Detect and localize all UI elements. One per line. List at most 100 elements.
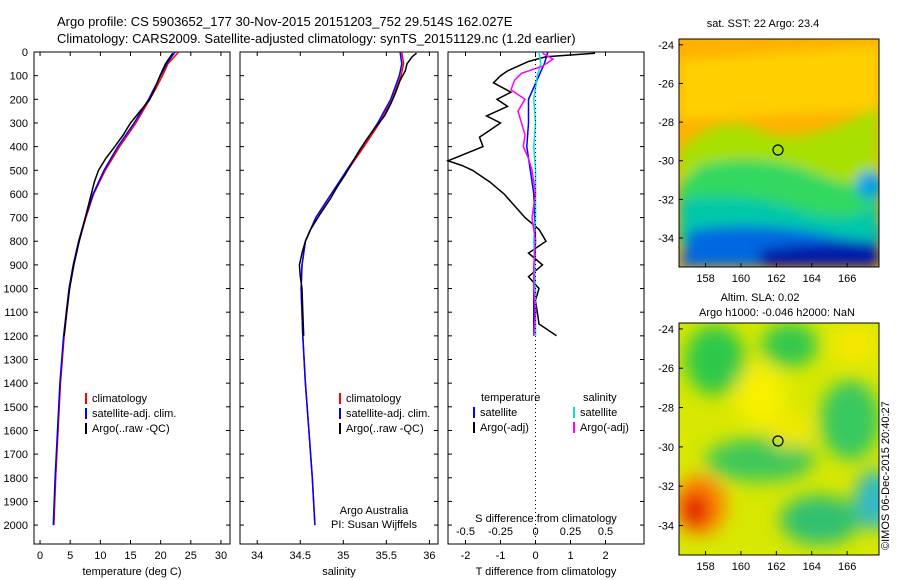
depth-tick-label: 1500 — [4, 402, 28, 414]
salinity-x-axis-label: salinity — [322, 566, 356, 578]
temperature-x-tick-label: 10 — [94, 550, 106, 562]
depth-tick-label: 700 — [10, 213, 28, 225]
salinity-diff-tick-label: 0.25 — [560, 526, 581, 538]
temperature-x-tick-label: 25 — [185, 550, 197, 562]
depth-tick-label: 200 — [10, 94, 28, 106]
sla-cyan-low — [855, 470, 879, 530]
depth-tick-label: 400 — [10, 142, 28, 154]
temperature-series-argo-raw-qc- — [63, 52, 174, 336]
depth-tick-label: 1800 — [4, 473, 28, 485]
salinity-x-tick-label: 36 — [423, 550, 435, 562]
legend-title-salinity: salinity — [583, 392, 617, 404]
sla-yellow-high-3 — [833, 327, 877, 363]
depth-tick-label: 1600 — [4, 425, 28, 437]
sla-map-lon-label: 164 — [803, 561, 821, 573]
sla-map-subtitle: Argo h1000: -0.046 h2000: NaN — [699, 307, 855, 319]
sst-map-lat-label: -30 — [658, 156, 674, 168]
depth-tick-label: 800 — [10, 236, 28, 248]
depth-tick-label: 2000 — [4, 520, 28, 532]
salinity-series-satellite-adj-clim- — [300, 51, 403, 526]
legend-label: climatology — [92, 393, 148, 405]
legend-label: satellite — [480, 407, 517, 419]
argo-annotation: PI: Susan Wijffels — [331, 519, 417, 531]
depth-tick-label: 900 — [10, 260, 28, 272]
sla-map-axes: -24 -26 -28 -30 -32 -34 158 160 162 164 166 — [658, 324, 856, 573]
temperature-panel: 0100200300400500600700800900100011001200… — [4, 47, 231, 578]
depth-tick-label: 600 — [10, 189, 28, 201]
difference-x-tick-label: -1 — [496, 550, 506, 562]
temperature-x-tick-label: 0 — [37, 550, 43, 562]
difference-x-axis-label: T difference from climatology — [476, 566, 617, 578]
sla-map-frame — [678, 322, 880, 556]
difference-series-salinity-argo-adj- — [510, 52, 555, 336]
depth-tick-label: 1900 — [4, 496, 28, 508]
sst-map-lat-label: -34 — [658, 233, 674, 245]
sst-map-axes: -24 -26 -28 -30 -32 -34 158 160 162 164 166 — [658, 40, 856, 285]
depth-tick-label: 1400 — [4, 378, 28, 390]
temperature-x-tick-label: 20 — [155, 550, 167, 562]
salinity-diff-tick-label: 0 — [532, 526, 538, 538]
depth-tick-label: 500 — [10, 165, 28, 177]
s-diff-axis-label: S difference from climatology — [475, 513, 617, 525]
salinity-panel: 34 34.5 35 35.5 36 salinity climatology satelli… — [239, 51, 439, 578]
depth-tick-label: 1700 — [4, 449, 28, 461]
sst-map-frame — [678, 38, 880, 268]
depth-tick-label: 300 — [10, 118, 28, 130]
difference-series-salinity-satellite — [533, 51, 542, 336]
depth-tick-label: 1300 — [4, 355, 28, 367]
header-line-2: Climatology: CARS2009. Satellite-adjuste… — [57, 31, 576, 46]
legend-label: satellite — [580, 407, 617, 419]
sst-map-lon-label: 166 — [838, 273, 856, 285]
sst-map-lon-label: 164 — [803, 273, 821, 285]
sla-map-title: Altim. SLA: 0.02 — [721, 292, 800, 304]
salinity-series-argo-raw-qc- — [298, 52, 417, 336]
temperature-x-axis-label: temperature (deg C) — [82, 566, 181, 578]
sla-map — [679, 323, 879, 555]
legend-label: satellite-adj. clim. — [346, 408, 430, 420]
salinity-diff-tick-label: 0.5 — [598, 526, 613, 538]
temperature-x-tick-label: 15 — [124, 550, 136, 562]
depth-tick-label: 1000 — [4, 284, 28, 296]
sla-green-low-3 — [820, 380, 879, 460]
difference-panel: -2 -1 0 1 2 T difference from climatology -0.5… — [445, 51, 645, 578]
sst-argo-marker — [772, 144, 784, 156]
sst-map-lon-label: 158 — [696, 273, 714, 285]
sst-blue-eddy — [856, 171, 879, 199]
sla-argo-marker — [772, 435, 784, 447]
difference-frame — [447, 51, 645, 545]
sla-map-lat-label: -26 — [658, 363, 674, 375]
salinity-diff-tick-label: -0.25 — [488, 526, 513, 538]
salinity-x-tick-label: 34.5 — [290, 550, 311, 562]
sla-map-lon-label: 158 — [696, 561, 714, 573]
sst-map-title: sat. SST: 22 Argo: 23.4 — [707, 18, 820, 30]
depth-tick-label: 0 — [22, 47, 28, 59]
temperature-frame — [33, 51, 231, 545]
sla-green-low-1 — [685, 325, 745, 395]
legend-label: Argo(..raw -QC) — [92, 423, 170, 435]
sst-map-lat-label: -32 — [658, 194, 674, 206]
difference-x-tick-label: -2 — [461, 550, 471, 562]
sla-map-lon-label: 166 — [838, 561, 856, 573]
legend-label: Argo(..raw -QC) — [346, 423, 424, 435]
header-line-1: Argo profile: CS 5903652_177 30-Nov-2015… — [57, 14, 513, 29]
sla-map-lat-label: -30 — [658, 442, 674, 454]
difference-x-tick-label: 1 — [567, 550, 573, 562]
depth-tick-label: 100 — [10, 71, 28, 83]
sla-yellow-high-2 — [768, 412, 812, 448]
sla-map-lat-label: -24 — [658, 324, 674, 336]
difference-x-tick-label: 0 — [532, 550, 538, 562]
sst-map-lat-label: -26 — [658, 78, 674, 90]
sst-warm-band — [679, 45, 879, 120]
salinity-x-tick-label: 35 — [337, 550, 349, 562]
sla-green-low-5 — [780, 495, 860, 545]
sst-map-lat-label: -24 — [658, 40, 674, 52]
sla-yellow-high-1 — [735, 365, 785, 425]
sst-map-lat-label: -28 — [658, 117, 674, 129]
temperature-x-tick-label: 5 — [67, 550, 73, 562]
difference-x-tick-label: 2 — [602, 550, 608, 562]
argo-annotation: Argo Australia — [340, 505, 409, 517]
salinity-x-tick-label: 34 — [251, 550, 263, 562]
legend-label: satellite-adj. clim. — [92, 408, 176, 420]
legend-title-temperature: temperature — [481, 392, 540, 404]
sla-map-lat-label: -28 — [658, 403, 674, 415]
